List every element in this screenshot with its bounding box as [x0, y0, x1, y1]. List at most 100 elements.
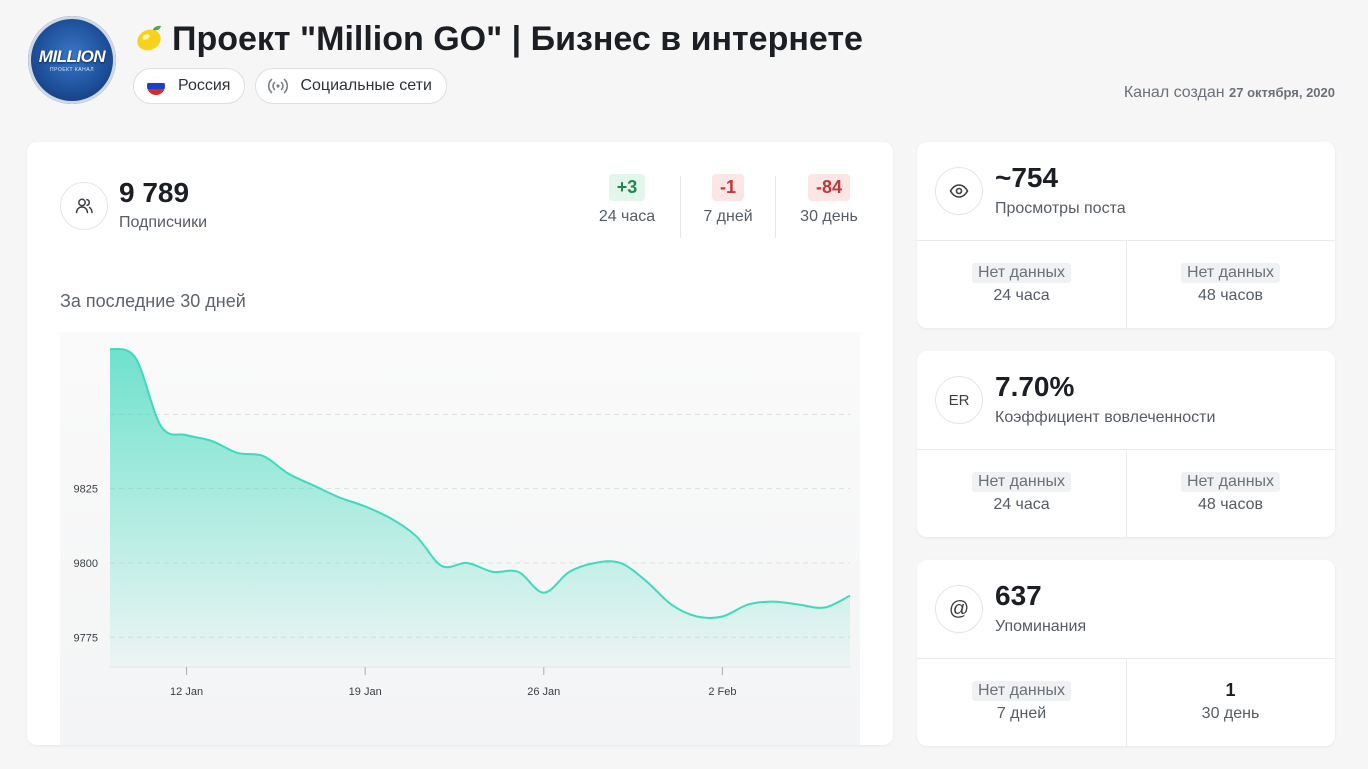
series-area [110, 348, 850, 667]
data-point [441, 565, 443, 567]
data-point [262, 455, 264, 457]
data-point [364, 505, 366, 507]
avatar-logo-subtext: ПРОЕКТ КАНАЛ [50, 66, 94, 73]
er-card: ER 7.70% Коэффициент вовлеченности Нет д… [917, 351, 1335, 537]
mentions-card: @ 637 Упоминания Нет данных 7 дней 1 30 … [917, 560, 1335, 746]
views-cell-label: 24 часа [993, 287, 1050, 304]
delta-30d-value: -84 [807, 174, 850, 201]
data-point [338, 496, 340, 498]
created-date: 27 октября, 2020 [1229, 85, 1335, 100]
data-point [721, 615, 723, 617]
data-point [313, 484, 315, 486]
data-point [211, 440, 213, 442]
data-point [670, 603, 672, 605]
views-breakdown: Нет данных 24 часа Нет данных 48 часов [917, 240, 1335, 328]
views-value: ~754 [995, 162, 1059, 193]
chip-country[interactable]: Россия [133, 68, 246, 104]
data-point [517, 571, 519, 573]
data-point [109, 348, 111, 350]
er-cell-label: 48 часов [1197, 496, 1264, 513]
delta-24h: +3 24 часа [582, 174, 672, 226]
lemon-icon [137, 25, 161, 51]
data-point [389, 517, 391, 519]
mentions-label: Упоминания [995, 618, 1087, 635]
chip-category-label: Социальные сети [300, 77, 432, 94]
subscribers-label: Подписчики [119, 214, 208, 231]
delta-7d-value: -1 [711, 174, 744, 201]
channel-avatar: MILLION ПРОЕКТ КАНАЛ [28, 16, 116, 104]
data-point [492, 571, 494, 573]
channel-title: Проект "Million GO" | Бизнес в интернете [172, 20, 863, 58]
y-tick-label: 9800 [74, 558, 98, 570]
delta-24h-label: 24 часа [598, 208, 656, 225]
eye-icon [935, 167, 983, 215]
y-tick-label: 9775 [74, 632, 98, 644]
no-data-badge: Нет данных [971, 263, 1072, 283]
er-label: Коэффициент вовлеченности [995, 409, 1216, 426]
mentions-value: 637 [995, 580, 1042, 611]
data-point [594, 562, 596, 564]
avatar-logo-text: MILLION [38, 46, 106, 66]
data-point [798, 603, 800, 605]
divider [680, 176, 681, 238]
data-point [466, 562, 468, 564]
er-cell-48h: Нет данных 48 часов [1126, 449, 1335, 537]
er-cell-label: 24 часа [993, 496, 1050, 513]
channel-tags: Россия Социальные сети [133, 68, 447, 104]
chip-country-label: Россия [178, 77, 231, 94]
chart-svg[interactable]: 9775 9800 9825 12 Jan 19 Jan 26 Jan 2 Feb [60, 332, 860, 745]
mentions-cell-label: 7 дней [996, 705, 1047, 722]
subscribers-chart[interactable]: 9775 9800 9825 12 Jan 19 Jan 26 Jan 2 Feb [60, 332, 860, 745]
er-value: 7.70% [995, 371, 1075, 402]
data-point [619, 562, 621, 564]
views-label: Просмотры поста [995, 200, 1126, 217]
x-tick-label: 12 Jan [170, 686, 203, 698]
delta-7d: -1 7 дней [683, 174, 773, 226]
delta-30d-label: 30 день [800, 208, 858, 225]
data-point [185, 434, 187, 436]
data-point [823, 606, 825, 608]
data-point [543, 591, 545, 593]
data-point [747, 603, 749, 605]
data-point [415, 535, 417, 537]
no-data-badge: Нет данных [971, 472, 1072, 492]
data-point [772, 600, 774, 602]
er-cell-24h: Нет данных 24 часа [917, 449, 1127, 537]
views-cell-48h: Нет данных 48 часов [1126, 240, 1335, 328]
no-data-badge: Нет данных [1180, 263, 1281, 283]
mentions-summary: @ 637 Упоминания [917, 560, 1335, 659]
y-tick-label: 9825 [74, 484, 98, 496]
no-data-badge: Нет данных [971, 681, 1072, 701]
data-point [645, 580, 647, 582]
mentions-breakdown: Нет данных 7 дней 1 30 день [917, 658, 1335, 746]
broadcast-icon [266, 77, 290, 95]
er-icon: ER [935, 376, 983, 424]
mentions-30d-value: 1 [1225, 680, 1236, 700]
russia-flag-icon [144, 77, 168, 95]
series-line [109, 347, 851, 619]
views-card: ~754 Просмотры поста Нет данных 24 часа … [917, 142, 1335, 328]
data-point [236, 452, 238, 454]
mentions-cell-label: 30 день [1201, 705, 1260, 722]
period-label: За последние 30 дней [60, 291, 246, 311]
at-sign-icon: @ [935, 585, 983, 633]
data-point [568, 571, 570, 573]
x-tick-label: 19 Jan [349, 686, 382, 698]
data-point [849, 594, 851, 596]
data-point [696, 615, 698, 617]
delta-7d-label: 7 дней [703, 208, 753, 225]
delta-24h-value: +3 [608, 174, 646, 201]
data-point [160, 425, 162, 427]
x-tick-label: 2 Feb [708, 686, 736, 698]
views-summary: ~754 Просмотры поста [917, 142, 1335, 241]
er-summary: ER 7.70% Коэффициент вовлеченности [917, 351, 1335, 450]
views-cell-label: 48 часов [1197, 287, 1264, 304]
chip-category[interactable]: Социальные сети [255, 68, 447, 104]
no-data-badge: Нет данных [1180, 472, 1281, 492]
er-breakdown: Нет данных 24 часа Нет данных 48 часов [917, 449, 1335, 537]
created-label: Канал создан [1123, 84, 1225, 101]
views-cell-24h: Нет данных 24 часа [917, 240, 1127, 328]
channel-title-row: Проект "Million GO" | Бизнес в интернете [134, 18, 863, 60]
divider [775, 176, 776, 238]
subscribers-card: 9 789 Подписчики +3 24 часа -1 7 дней -8… [27, 142, 893, 745]
